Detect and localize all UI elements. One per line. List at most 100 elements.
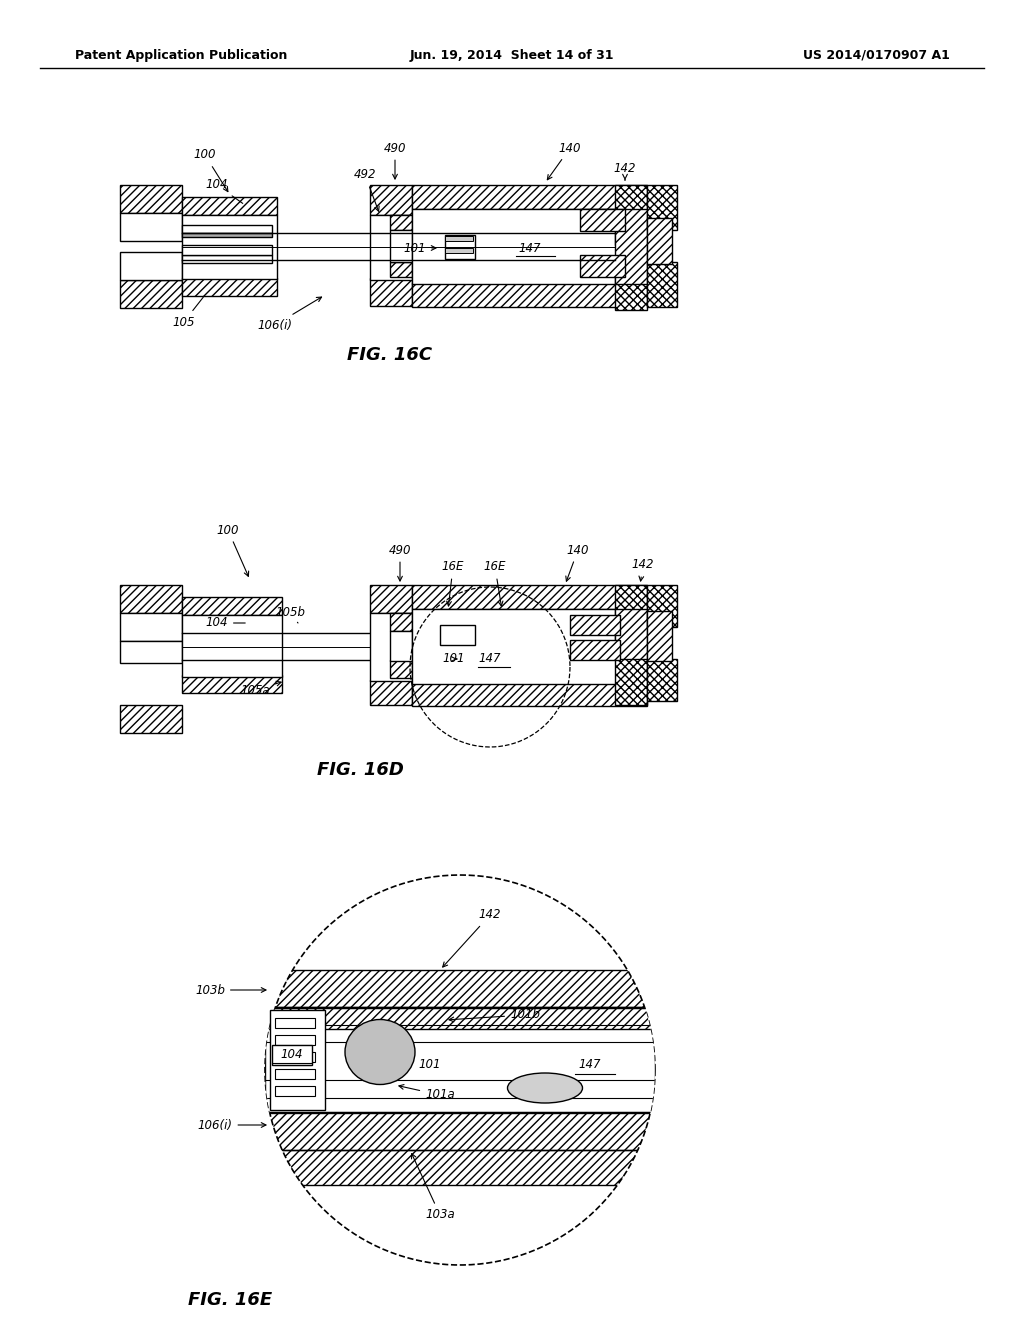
Text: 142: 142 [442,908,502,968]
Bar [647,659,677,701]
Bar [265,1007,655,1113]
Bar [120,252,182,280]
Bar [370,185,412,215]
Bar [370,612,412,681]
Text: 101: 101 [442,652,465,665]
Bar [275,1035,315,1045]
Bar [390,215,412,230]
Bar [615,209,647,284]
Ellipse shape [508,1073,583,1104]
Text: 103a: 103a [412,1154,455,1221]
Ellipse shape [345,1019,415,1085]
Bar [120,185,182,213]
Bar [412,682,647,706]
Bar [390,261,412,277]
Bar [182,279,278,296]
Bar [265,1111,655,1150]
Bar [580,209,625,231]
Text: 490: 490 [384,141,407,180]
Bar [412,185,647,209]
Bar [412,585,647,609]
Bar [270,1010,325,1110]
Bar [120,612,182,642]
Bar [182,675,282,693]
Bar [647,185,677,230]
Bar [275,1086,315,1096]
Bar [445,248,473,253]
Bar [440,624,475,645]
Bar [182,246,272,255]
Text: 101b: 101b [449,1008,540,1022]
Text: 101a: 101a [399,1085,455,1101]
Bar [182,255,272,263]
Bar [445,236,473,242]
Text: 140: 140 [566,544,589,581]
Text: 142: 142 [613,161,636,180]
Bar [182,615,282,677]
Bar [615,185,647,246]
Text: 105a: 105a [240,681,282,697]
Text: FIG. 16E: FIG. 16E [188,1291,272,1309]
Bar [120,642,182,663]
Bar [370,585,412,612]
Bar [647,585,677,627]
Bar [120,213,182,242]
Bar [370,279,412,306]
Text: 16E: 16E [441,561,464,606]
Bar [647,611,672,661]
Circle shape [265,875,655,1265]
Text: 490: 490 [389,544,412,581]
Bar [272,1045,312,1065]
Bar [275,1052,315,1063]
Text: 147: 147 [579,1059,601,1072]
Text: FIG. 16C: FIG. 16C [347,346,432,364]
Text: 492: 492 [353,169,379,211]
Text: 106(i): 106(i) [198,1118,266,1131]
Text: 100: 100 [217,524,249,577]
Bar [275,1018,315,1028]
Bar [182,197,278,215]
Bar [370,680,412,705]
Text: 105: 105 [172,297,204,329]
Bar [182,215,278,279]
Text: Patent Application Publication: Patent Application Publication [75,49,288,62]
Bar [120,705,182,733]
Text: 147: 147 [479,652,502,665]
Bar [647,218,672,264]
Text: US 2014/0170907 A1: US 2014/0170907 A1 [803,49,950,62]
Text: 140: 140 [548,141,582,180]
Bar [390,631,412,661]
Bar [570,615,620,635]
Text: 101: 101 [398,1051,441,1072]
Bar [615,609,647,659]
Text: 16E: 16E [483,561,506,606]
Bar [120,585,182,612]
Bar [120,280,182,308]
Bar [390,660,412,678]
Text: 104: 104 [281,1048,303,1061]
Text: Jun. 19, 2014  Sheet 14 of 31: Jun. 19, 2014 Sheet 14 of 31 [410,49,614,62]
Text: 101: 101 [403,242,436,255]
Bar [647,261,677,308]
Text: 106(i): 106(i) [257,297,322,331]
Text: 147: 147 [519,242,542,255]
Bar [615,585,647,640]
Text: 103b: 103b [195,983,266,997]
Bar [412,282,647,308]
Bar [182,597,282,615]
Bar [275,1069,315,1078]
Text: 104: 104 [206,178,243,203]
Bar [370,215,412,280]
Text: 104: 104 [206,616,245,630]
Text: 100: 100 [194,149,228,191]
Text: 105b: 105b [275,606,305,623]
Bar [182,234,272,238]
Bar [615,655,647,705]
Bar [412,609,647,684]
Bar [615,271,647,310]
Bar [580,255,625,277]
Bar [412,209,647,284]
Bar [182,224,272,234]
Bar [265,1007,655,1030]
Text: FIG. 16D: FIG. 16D [316,762,403,779]
